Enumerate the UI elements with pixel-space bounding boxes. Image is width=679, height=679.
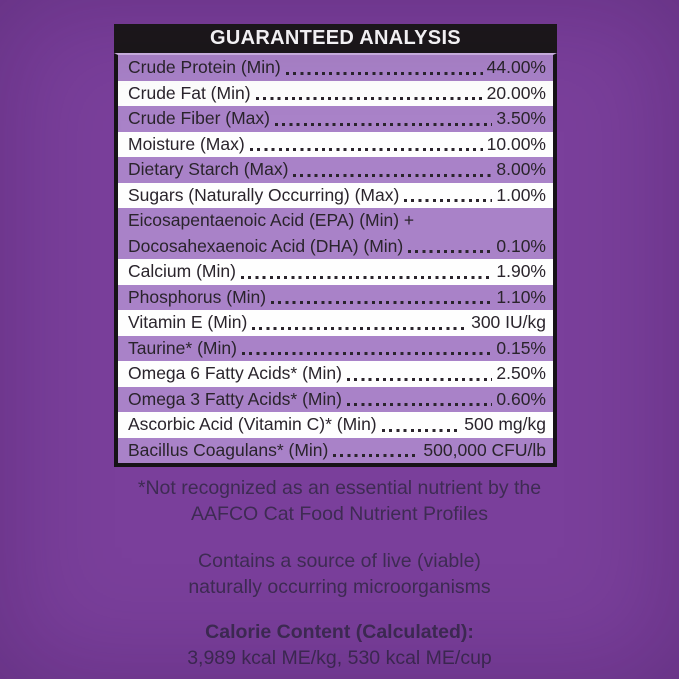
analysis-row: Crude Fiber (Max) 3.50%	[118, 106, 553, 132]
calorie-content-title: Calorie Content (Calculated):	[205, 621, 474, 643]
dot-leader	[333, 454, 420, 457]
guaranteed-analysis-table: GUARANTEED ANALYSIS Crude Protein (Min) 4…	[114, 24, 557, 467]
dot-leader	[408, 250, 493, 253]
nutrient-label: Docosahexaenoic Acid (DHA) (Min)	[128, 235, 404, 256]
analysis-row: Eicosapentaenoic Acid (EPA) (Min) + Docos…	[118, 208, 553, 259]
nutrient-label: Dietary Starch (Max)	[128, 159, 289, 180]
nutrient-label: Moisture (Max)	[128, 133, 245, 154]
analysis-row: Omega 6 Fatty Acids* (Min) 2.50%	[118, 361, 553, 387]
analysis-row: Sugars (Naturally Occurring) (Max) 1.00%	[118, 182, 553, 208]
live-note-line: Contains a source of live (viable)	[198, 550, 481, 572]
nutrient-value: 8.00%	[496, 159, 546, 180]
analysis-row: Taurine* (Min) 0.15%	[118, 335, 553, 361]
live-microorganisms-note: Contains a source of live (viable) natur…	[0, 548, 679, 600]
aafco-footnote-line: AAFCO Cat Food Nutrient Profiles	[191, 503, 488, 525]
nutrient-value: 0.60%	[496, 388, 546, 409]
nutrient-value: 2.50%	[496, 363, 546, 384]
dot-leader	[241, 352, 493, 355]
dot-leader	[271, 301, 493, 304]
nutrient-value: 10.00%	[486, 133, 546, 154]
aafco-footnote: *Not recognized as an essential nutrient…	[0, 475, 679, 527]
dot-leader	[274, 122, 493, 126]
dot-leader	[252, 326, 468, 330]
dot-leader	[285, 71, 483, 75]
analysis-row: Crude Fat (Min) 20.00%	[118, 80, 553, 106]
nutrient-label: Crude Fiber (Max)	[128, 108, 270, 129]
nutrient-value: 500 mg/kg	[464, 414, 546, 435]
dot-leader	[255, 97, 483, 100]
nutrient-value: 0.10%	[496, 235, 546, 256]
nutrient-label: Omega 6 Fatty Acids* (Min)	[128, 363, 342, 384]
analysis-row: Calcium (Min) 1.90%	[118, 259, 553, 285]
calorie-content-note: Calorie Content (Calculated): 3,989 kcal…	[0, 619, 679, 671]
analysis-row: Crude Protein (Min) 44.00%	[118, 55, 553, 81]
table-title: GUARANTEED ANALYSIS	[114, 24, 557, 53]
nutrient-label: Crude Protein (Min)	[128, 57, 281, 78]
nutrient-label: Vitamin E (Min)	[128, 312, 248, 333]
dot-leader	[293, 173, 493, 177]
nutrient-value: 0.15%	[496, 337, 546, 358]
nutrient-value: 3.50%	[496, 108, 546, 129]
nutrient-label: Sugars (Naturally Occurring) (Max)	[128, 184, 400, 205]
nutrient-label: Ascorbic Acid (Vitamin C)* (Min)	[128, 414, 377, 435]
nutrient-label: Phosphorus (Min)	[128, 286, 267, 307]
nutrient-label: Taurine* (Min)	[128, 337, 237, 358]
analysis-row: Moisture (Max) 10.00%	[118, 131, 553, 157]
nutrient-value: 1.90%	[496, 261, 546, 282]
nutrient-value: 20.00%	[486, 82, 546, 103]
nutrient-label: Crude Fat (Min)	[128, 82, 251, 103]
dot-leader	[346, 377, 493, 381]
analysis-row: Ascorbic Acid (Vitamin C)* (Min) 500 mg/k…	[118, 412, 553, 438]
dot-leader	[346, 403, 493, 406]
analysis-row: Dietary Starch (Max) 8.00%	[118, 157, 553, 183]
analysis-row: Phosphorus (Min) 1.10%	[118, 284, 553, 310]
dot-leader	[240, 275, 493, 279]
calorie-content-values: 3,989 kcal ME/kg, 530 kcal ME/cup	[187, 647, 492, 669]
nutrient-label: Eicosapentaenoic Acid (EPA) (Min) +	[128, 210, 415, 231]
analysis-row: Omega 3 Fatty Acids* (Min) 0.60%	[118, 386, 553, 412]
analysis-row: Vitamin E (Min) 300 IU/kg	[118, 310, 553, 336]
dot-leader	[249, 148, 483, 151]
analysis-row: Bacillus Coagulans* (Min) 500,000 CFU/lb	[118, 437, 553, 463]
analysis-rows: Crude Protein (Min) 44.00% Crude Fat (Min)…	[114, 53, 557, 467]
analysis-row-line: Eicosapentaenoic Acid (EPA) (Min) +	[128, 208, 546, 234]
live-note-line: naturally occurring microorganisms	[188, 576, 491, 598]
nutrient-label: Omega 3 Fatty Acids* (Min)	[128, 388, 342, 409]
nutrient-value: 44.00%	[486, 57, 546, 78]
dot-leader	[404, 199, 493, 202]
nutrient-value: 1.10%	[496, 286, 546, 307]
dot-leader	[381, 428, 461, 432]
nutrient-value: 300 IU/kg	[471, 312, 546, 333]
nutrient-label: Calcium (Min)	[128, 261, 236, 282]
nutrient-label: Bacillus Coagulans* (Min)	[128, 439, 329, 460]
aafco-footnote-line: *Not recognized as an essential nutrient…	[137, 477, 542, 499]
nutrient-value: 1.00%	[496, 184, 546, 205]
nutrient-value: 500,000 CFU/lb	[423, 439, 546, 460]
analysis-row-line: Docosahexaenoic Acid (DHA) (Min) 0.10%	[128, 234, 546, 260]
